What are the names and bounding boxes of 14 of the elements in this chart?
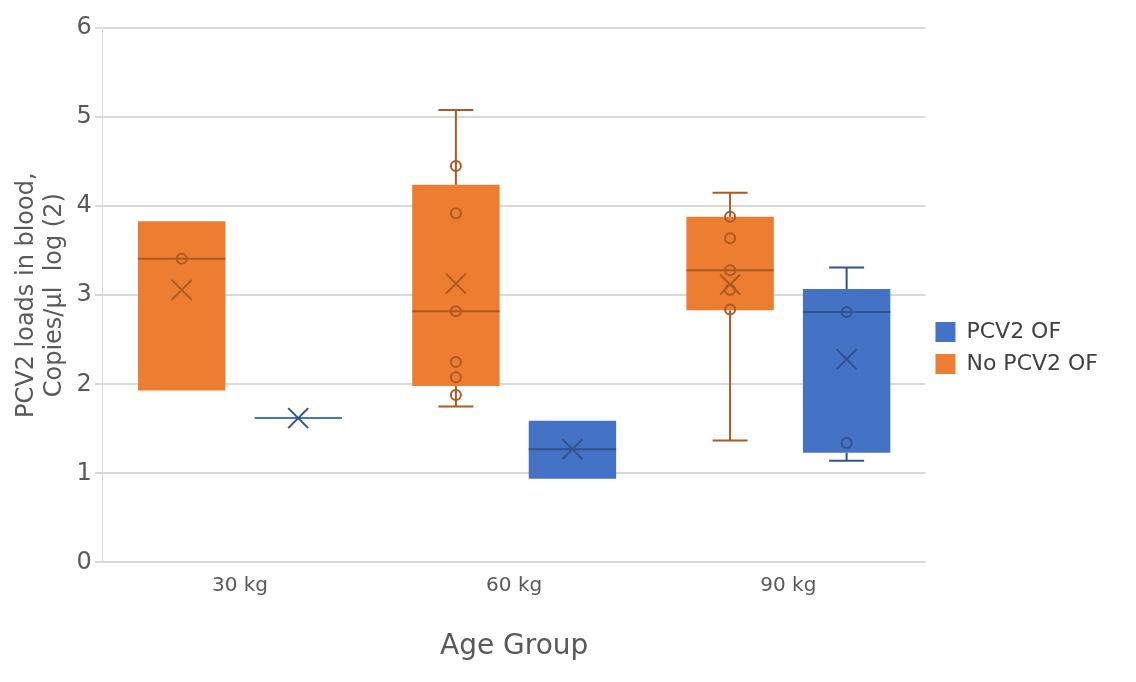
- y-tick-label: 4: [76, 190, 92, 219]
- legend-label: No PCV2 OF: [966, 349, 1099, 375]
- y-tick-label: 1: [76, 457, 92, 486]
- x-axis-title: Age Group: [440, 628, 589, 662]
- y-tick-label: 3: [76, 279, 92, 308]
- y-tick-label: 5: [76, 101, 92, 130]
- y-tick-label: 6: [76, 12, 92, 41]
- x-tick-label: 60 kg: [486, 571, 543, 596]
- legend-label: PCV2 OF: [966, 317, 1062, 343]
- x-tick-label: 30 kg: [211, 571, 269, 596]
- y-tick-label: 0: [76, 546, 92, 575]
- y-tick-label: 2: [76, 368, 92, 397]
- x-tick-label: 90 kg: [760, 571, 817, 596]
- y-axis-title: PCV2 loads in blood, Copies/µl log (2): [10, 172, 68, 419]
